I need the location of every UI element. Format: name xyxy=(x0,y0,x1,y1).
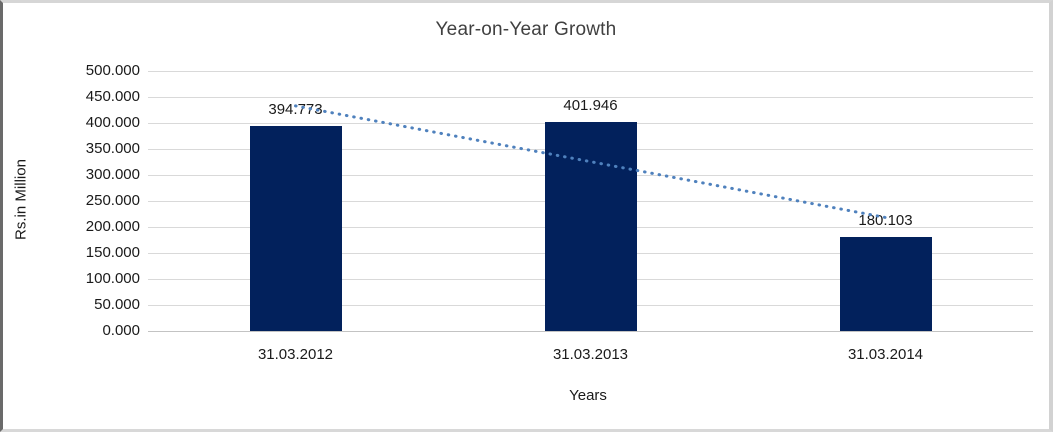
y-axis-title: Rs.in Million xyxy=(12,159,30,240)
x-tick-label: 31.03.2014 xyxy=(847,346,924,363)
gridline xyxy=(148,96,1033,98)
y-tick-label: 0.000 xyxy=(102,322,140,339)
bar-value-label: 394.773 xyxy=(268,100,323,118)
x-tick-label: 31.03.2012 xyxy=(257,346,334,363)
y-tick-label: 50.000 xyxy=(94,296,140,313)
y-tick-label: 100.000 xyxy=(85,270,140,287)
y-tick-label: 200.000 xyxy=(85,218,140,235)
y-tick-label: 450.000 xyxy=(85,88,140,105)
x-axis-title: Years xyxy=(569,387,607,404)
y-tick-label: 250.000 xyxy=(85,192,140,209)
bar xyxy=(544,121,637,331)
y-tick-label: 350.000 xyxy=(85,140,140,157)
chart-title: Year-on-Year Growth xyxy=(435,19,617,40)
y-tick-label: 300.000 xyxy=(85,166,140,183)
bar-value-label: 180.103 xyxy=(858,212,913,230)
y-tick-label: 150.000 xyxy=(85,244,140,261)
x-axis-line xyxy=(148,330,1033,332)
x-tick-label: 31.03.2013 xyxy=(552,346,629,363)
y-tick-label: 500.000 xyxy=(85,62,140,79)
gridline xyxy=(148,70,1033,72)
bar xyxy=(839,237,932,331)
bar xyxy=(249,125,342,331)
y-tick-label: 400.000 xyxy=(85,114,140,131)
bar-value-label: 401.946 xyxy=(563,96,618,114)
